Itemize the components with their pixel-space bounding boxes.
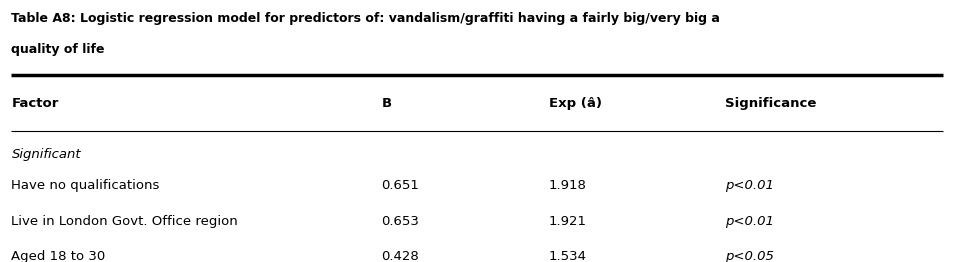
Text: p<0.05: p<0.05 <box>724 250 773 262</box>
Text: Live in London Govt. Office region: Live in London Govt. Office region <box>11 215 238 228</box>
Text: Aged 18 to 30: Aged 18 to 30 <box>11 250 106 262</box>
Text: 0.428: 0.428 <box>381 250 419 262</box>
Text: quality of life: quality of life <box>11 43 105 56</box>
Text: Significance: Significance <box>724 97 816 110</box>
Text: 0.651: 0.651 <box>381 179 419 193</box>
Text: Exp (â): Exp (â) <box>548 97 601 110</box>
Text: p<0.01: p<0.01 <box>724 179 773 193</box>
Text: Table A8: Logistic regression model for predictors of: vandalism/graffiti having: Table A8: Logistic regression model for … <box>11 12 720 25</box>
Text: B: B <box>381 97 392 110</box>
Text: Factor: Factor <box>11 97 59 110</box>
Text: 1.918: 1.918 <box>548 179 586 193</box>
Text: Significant: Significant <box>11 148 81 161</box>
Text: 1.921: 1.921 <box>548 215 586 228</box>
Text: p<0.01: p<0.01 <box>724 215 773 228</box>
Text: 1.534: 1.534 <box>548 250 586 262</box>
Text: Have no qualifications: Have no qualifications <box>11 179 160 193</box>
Text: 0.653: 0.653 <box>381 215 419 228</box>
